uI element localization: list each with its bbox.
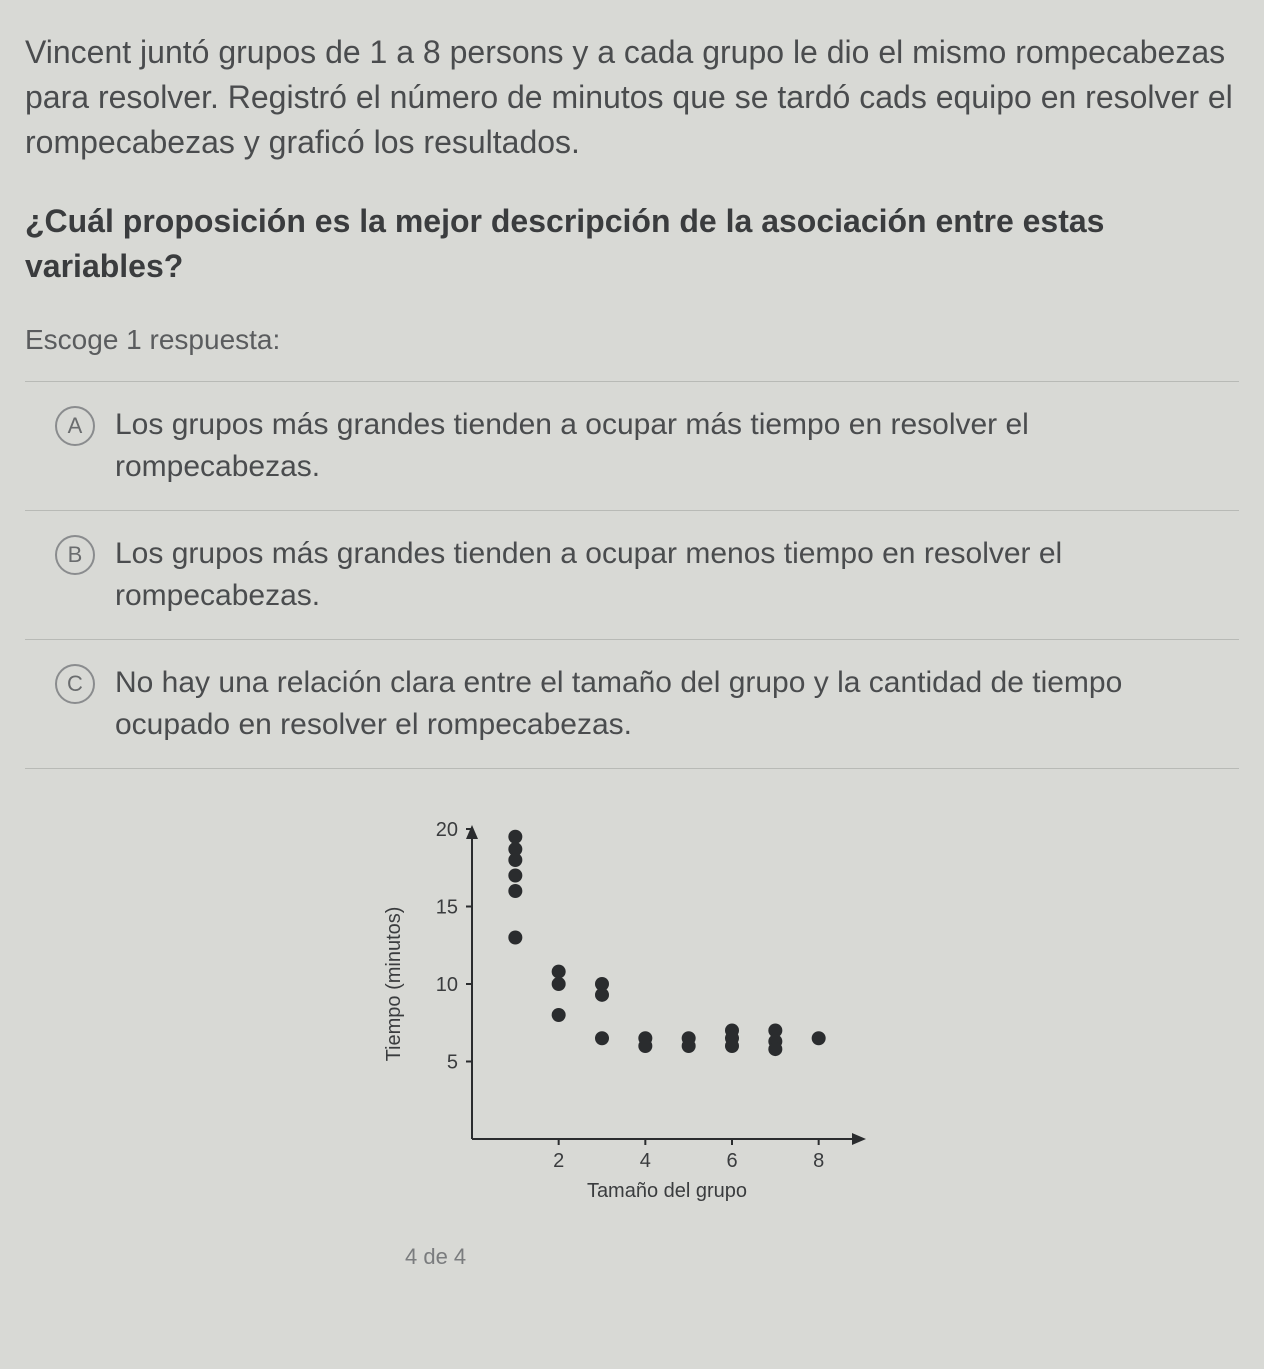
option-letter-a: A <box>55 406 95 446</box>
chart-container: 5 10 15 20 2 4 6 8 Tamaño del grupo Tiempo (minut… <box>25 809 1239 1209</box>
option-a[interactable]: A Los grupos más grandes tienden a ocupa… <box>25 382 1239 511</box>
svg-text:4: 4 <box>640 1150 651 1172</box>
option-text-b: Los grupos más grandes tienden a ocupar … <box>115 533 1219 617</box>
svg-text:5: 5 <box>447 1051 458 1073</box>
svg-text:8: 8 <box>813 1150 824 1172</box>
option-letter-c: C <box>55 664 95 704</box>
scatter-chart: 5 10 15 20 2 4 6 8 Tamaño del grupo Tiempo (minut… <box>372 809 892 1209</box>
svg-text:Tamaño del grupo: Tamaño del grupo <box>587 1180 747 1202</box>
problem-statement: Vincent juntó grupos de 1 a 8 persons y … <box>25 30 1239 164</box>
answer-instruction: Escoge 1 respuesta: <box>25 324 1239 356</box>
question-prompt: ¿Cuál proposición es la mejor descripció… <box>25 199 1239 289</box>
svg-text:15: 15 <box>436 896 458 918</box>
svg-text:Tiempo (minutos): Tiempo (minutos) <box>383 907 405 1062</box>
option-text-c: No hay una relación clara entre el tamañ… <box>115 662 1219 746</box>
svg-text:2: 2 <box>553 1150 564 1172</box>
page-indicator: 4 de 4 <box>25 1244 1239 1270</box>
svg-text:10: 10 <box>436 974 458 996</box>
svg-text:20: 20 <box>436 819 458 841</box>
option-letter-b: B <box>55 535 95 575</box>
option-b[interactable]: B Los grupos más grandes tienden a ocupa… <box>25 511 1239 640</box>
option-text-a: Los grupos más grandes tienden a ocupar … <box>115 404 1219 488</box>
option-c[interactable]: C No hay una relación clara entre el tam… <box>25 640 1239 769</box>
svg-text:6: 6 <box>726 1150 737 1172</box>
options-list: A Los grupos más grandes tienden a ocupa… <box>25 381 1239 769</box>
